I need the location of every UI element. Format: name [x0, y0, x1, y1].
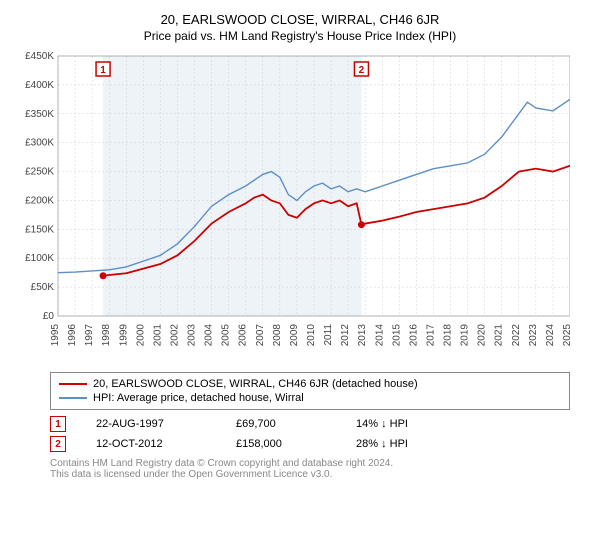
svg-text:2021: 2021 — [494, 324, 505, 347]
svg-text:2011: 2011 — [323, 324, 334, 346]
chart-subtitle: Price paid vs. HM Land Registry's House … — [10, 29, 590, 43]
svg-text:2009: 2009 — [289, 324, 300, 347]
svg-text:£50K: £50K — [31, 282, 55, 293]
transaction-row: 1 22-AUG-1997 £69,700 14% ↓ HPI — [50, 414, 570, 434]
svg-text:2012: 2012 — [340, 324, 351, 347]
svg-text:1997: 1997 — [84, 324, 95, 347]
svg-text:2003: 2003 — [187, 324, 198, 347]
svg-text:2015: 2015 — [391, 324, 402, 347]
svg-text:2007: 2007 — [255, 324, 266, 347]
svg-text:2025: 2025 — [562, 324, 570, 347]
transaction-price: £69,700 — [236, 418, 326, 430]
footer-line-1: Contains HM Land Registry data © Crown c… — [50, 458, 570, 469]
legend-swatch — [59, 383, 87, 385]
svg-text:2000: 2000 — [135, 324, 146, 347]
chart-title: 20, EARLSWOOD CLOSE, WIRRAL, CH46 6JR — [10, 12, 590, 27]
chart-area: £0 £50K £100K £150K £200K £250K £300K £350K £400… — [10, 51, 590, 366]
svg-text:2016: 2016 — [408, 324, 419, 347]
transaction-date: 22-AUG-1997 — [96, 418, 206, 430]
svg-text:1995: 1995 — [50, 324, 61, 347]
svg-text:1: 1 — [100, 65, 106, 76]
svg-text:2014: 2014 — [374, 324, 385, 347]
svg-text:£350K: £350K — [25, 109, 54, 120]
svg-text:2024: 2024 — [545, 324, 556, 347]
transaction-delta: 28% ↓ HPI — [356, 438, 408, 450]
svg-text:2006: 2006 — [238, 324, 249, 347]
svg-text:1996: 1996 — [67, 324, 78, 347]
svg-text:2023: 2023 — [528, 324, 539, 347]
svg-text:2019: 2019 — [460, 324, 471, 347]
svg-text:2018: 2018 — [443, 324, 454, 347]
svg-text:2010: 2010 — [306, 324, 317, 347]
transaction-marker: 2 — [50, 436, 66, 452]
svg-text:1999: 1999 — [118, 324, 129, 347]
legend-item: 20, EARLSWOOD CLOSE, WIRRAL, CH46 6JR (d… — [59, 377, 561, 391]
footer-line-2: This data is licensed under the Open Gov… — [50, 469, 570, 480]
svg-text:£100K: £100K — [25, 253, 54, 264]
svg-text:£200K: £200K — [25, 195, 54, 206]
svg-text:2017: 2017 — [425, 324, 436, 347]
transaction-row: 2 12-OCT-2012 £158,000 28% ↓ HPI — [50, 434, 570, 454]
svg-text:£400K: £400K — [25, 80, 54, 91]
svg-text:2020: 2020 — [477, 324, 488, 347]
svg-text:£450K: £450K — [25, 51, 54, 62]
legend-item: HPI: Average price, detached house, Wirr… — [59, 391, 561, 405]
svg-text:2002: 2002 — [169, 324, 180, 347]
transaction-table: 1 22-AUG-1997 £69,700 14% ↓ HPI 2 12-OCT-2012… — [50, 414, 570, 454]
legend-swatch — [59, 397, 87, 399]
svg-text:£150K: £150K — [25, 224, 54, 235]
legend-label: HPI: Average price, detached house, Wirr… — [93, 392, 304, 404]
legend-label: 20, EARLSWOOD CLOSE, WIRRAL, CH46 6JR (d… — [93, 378, 418, 390]
transaction-delta: 14% ↓ HPI — [356, 418, 408, 430]
svg-text:2008: 2008 — [272, 324, 283, 347]
svg-text:2001: 2001 — [152, 324, 163, 347]
svg-text:2022: 2022 — [511, 324, 522, 347]
line-chart: £0 £50K £100K £150K £200K £250K £300K £350K £400… — [10, 51, 570, 361]
footer-attribution: Contains HM Land Registry data © Crown c… — [50, 458, 570, 480]
svg-text:2005: 2005 — [221, 324, 232, 347]
svg-text:£300K: £300K — [25, 138, 54, 149]
svg-text:2013: 2013 — [357, 324, 368, 347]
svg-text:2: 2 — [359, 65, 365, 76]
svg-text:£250K: £250K — [25, 167, 54, 178]
transaction-date: 12-OCT-2012 — [96, 438, 206, 450]
svg-text:2004: 2004 — [204, 324, 215, 347]
transaction-marker: 1 — [50, 416, 66, 432]
svg-text:1998: 1998 — [101, 324, 112, 347]
transaction-price: £158,000 — [236, 438, 326, 450]
legend: 20, EARLSWOOD CLOSE, WIRRAL, CH46 6JR (d… — [50, 372, 570, 410]
svg-text:£0: £0 — [43, 311, 55, 322]
